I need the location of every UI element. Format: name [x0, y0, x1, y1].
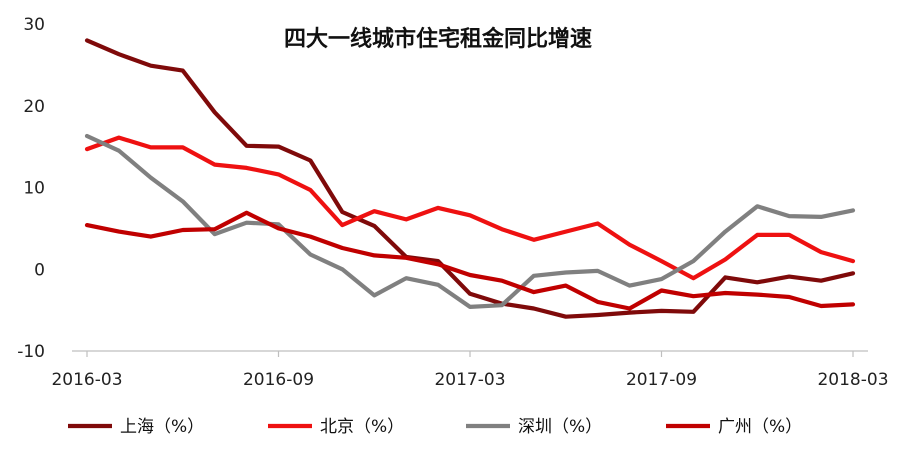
x-tick-label: 2018-03	[817, 370, 888, 390]
y-tick-label: -10	[17, 342, 45, 362]
series-line-4	[84, 210, 856, 311]
x-tick-label: 2016-03	[51, 370, 122, 390]
legend-label: 北京（%）	[320, 417, 404, 437]
x-tick-label: 2017-03	[434, 370, 505, 390]
legend-label: 广州（%）	[718, 417, 802, 437]
y-tick-label: 10	[23, 179, 45, 199]
x-tick-label: 2016-09	[243, 370, 314, 390]
series-line-1	[84, 38, 856, 319]
x-tick-label: 2017-09	[626, 370, 697, 390]
legend-label: 上海（%）	[120, 417, 204, 437]
series-line-3	[84, 133, 856, 309]
legend: 上海（%） 北京（%） 深圳（%） 广州（%）	[68, 417, 802, 437]
y-tick-label: 0	[34, 260, 45, 280]
chart-title: 四大一线城市住宅租金同比增速	[284, 26, 592, 52]
x-axis: 2016-03 2016-09 2017-03 2017-09 2018-03	[51, 350, 889, 390]
plot-area	[84, 38, 856, 319]
legend-label: 深圳（%）	[518, 417, 602, 437]
y-axis: -10 0 10 20 30	[17, 15, 45, 362]
series-line-2	[84, 135, 856, 281]
y-tick-label: 30	[23, 15, 45, 35]
y-tick-label: 20	[23, 97, 45, 117]
